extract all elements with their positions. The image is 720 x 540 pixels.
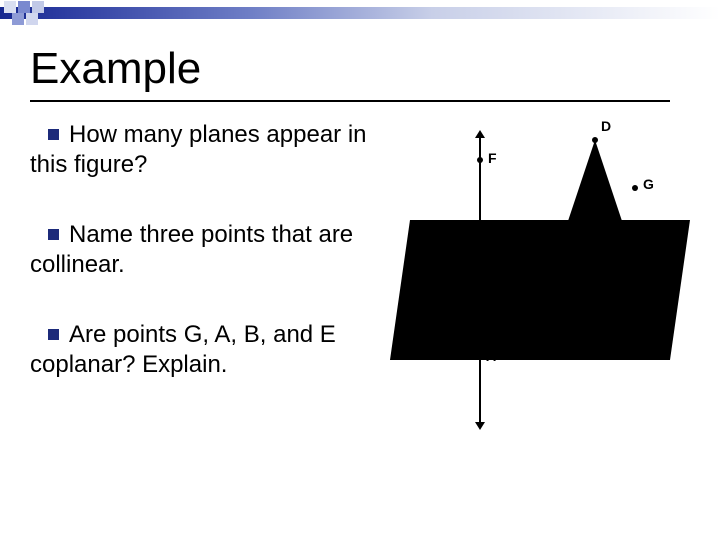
point-label-d: D [601,118,611,134]
point-label-c: C [578,283,588,299]
bullet-icon [48,329,59,340]
point-label-f: F [488,150,497,166]
decoration-square [18,1,30,13]
question-3: Are points G, A, B, and E coplanar? Expl… [30,320,370,380]
geometry-figure: FDGECBA [380,130,700,440]
point-label-g: G [643,176,654,192]
title-underline [30,100,670,102]
top-gradient-bar [0,7,720,19]
slide-title: Example [30,44,201,94]
bullet-icon [48,229,59,240]
point-label-e: E [463,293,472,309]
question-2: Name three points that are collinear. [30,220,370,280]
top-decoration [0,0,720,24]
questions-block: How many planes appear in this figure? N… [30,120,370,420]
slide: Example How many planes appear in this f… [0,0,720,540]
question-text: Name three points that are collinear. [30,221,353,278]
question-text: Are points G, A, B, and E coplanar? Expl… [30,321,336,378]
point-label-a: A [486,348,496,364]
question-1: How many planes appear in this figure? [30,120,370,180]
decoration-square [4,1,16,13]
bullet-icon [48,129,59,140]
decoration-square [26,13,38,25]
decoration-square [12,13,24,25]
question-text: How many planes appear in this figure? [30,121,367,178]
decoration-square [32,1,44,13]
point-label-b: B [663,313,673,329]
